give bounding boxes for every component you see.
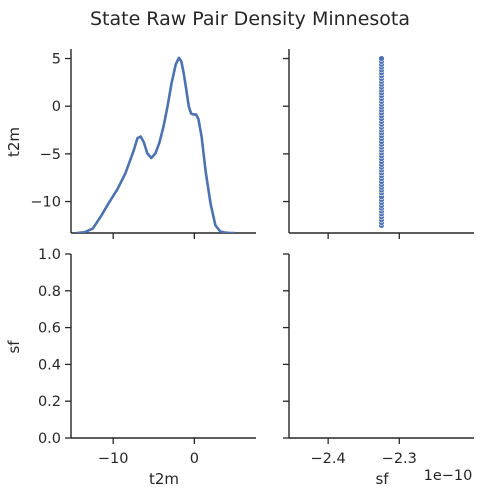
x-axis-label-sf: sf [375,470,389,488]
y-tick-label: 0.6 [38,321,61,337]
x-axis-offset-text: 1e−10 [424,468,473,484]
kde-curve-t2m [76,56,235,233]
y-tick-labels-sf: 0.0 0.2 0.4 0.6 0.8 1.0 [38,247,61,447]
panel-sf-vs-sf [283,253,474,444]
scatter-point [378,55,385,62]
y-tick-label: 0 [52,99,61,115]
x-tick-label: −10 [98,451,129,467]
x-axis-label-t2m: t2m [149,470,179,488]
x-tick-label: 0 [190,451,199,467]
panel-t2m-vs-sf [65,253,256,444]
chart-title: State Raw Pair Density Minnesota [90,8,410,30]
y-tick-label: 0.4 [38,357,61,373]
y-tick-label: −5 [40,147,61,163]
y-tick-label: 0.2 [38,394,61,410]
x-tick-label: −2.3 [382,451,417,467]
y-tick-label: 0.0 [38,431,61,447]
x-tick-labels-sf: −2.4 −2.3 [311,451,417,467]
panel-t2m-vs-t2m [65,49,256,239]
y-tick-labels-t2m: 5 0 −5 −10 [30,52,61,211]
y-tick-label: 1.0 [38,247,61,263]
y-tick-label: −10 [30,195,61,211]
y-axis-label-sf: sf [5,340,23,354]
x-tick-labels-t2m: −10 0 [98,451,199,467]
y-tick-label: 5 [52,52,61,68]
y-axis-label-t2m: t2m [5,127,23,157]
y-tick-label: 0.8 [38,284,61,300]
x-tick-label: −2.4 [311,451,346,467]
panel-sf-vs-t2m [283,49,474,239]
